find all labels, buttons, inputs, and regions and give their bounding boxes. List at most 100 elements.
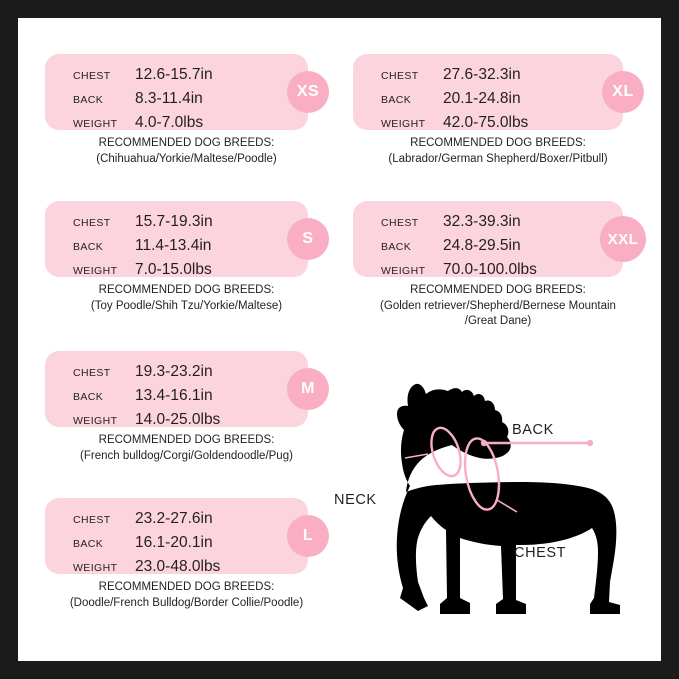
- back-label: BACK: [73, 241, 104, 253]
- chest-value: 27.6-32.3in: [443, 66, 521, 83]
- back-label: BACK: [73, 538, 104, 550]
- size-panel-xs: CHEST 12.6-15.7in BACK 8.3-11.4in WEIGHT…: [45, 54, 329, 131]
- neck-label: NECK: [334, 492, 377, 508]
- chest-row: CHEST 15.7-19.3in: [73, 210, 308, 234]
- back-row: BACK 13.4-16.1in: [73, 384, 308, 408]
- breeds-xxl: RECOMMENDED DOG BREEDS: (Golden retrieve…: [353, 283, 643, 330]
- chest-label: CHEST: [73, 514, 111, 526]
- back-value: 13.4-16.1in: [135, 387, 213, 404]
- neck-leader-line: [404, 453, 429, 459]
- chest-label: CHEST: [381, 70, 419, 82]
- breeds-line: (Golden retriever/Shepherd/Bernese Mount…: [380, 299, 616, 312]
- back-value: 11.4-13.4in: [135, 237, 212, 254]
- weight-row: WEIGHT 7.0-15.0lbs: [73, 258, 308, 282]
- size-entry-xs: CHEST 12.6-15.7in BACK 8.3-11.4in WEIGHT…: [45, 54, 329, 167]
- back-row: BACK 20.1-24.8in: [381, 87, 623, 111]
- back-row: BACK 24.8-29.5in: [381, 234, 623, 258]
- chest-row: CHEST 32.3-39.3in: [381, 210, 623, 234]
- weight-value: 14.0-25.0lbs: [135, 411, 221, 428]
- chest-value: 32.3-39.3in: [443, 213, 521, 230]
- breeds-line: /Great Dane): [464, 315, 532, 327]
- weight-label: WEIGHT: [73, 118, 118, 130]
- weight-value: 42.0-75.0lbs: [443, 114, 529, 131]
- breeds-heading: RECOMMENDED DOG BREEDS:: [98, 284, 275, 296]
- breeds-l: RECOMMENDED DOG BREEDS: (Doodle/French B…: [45, 580, 328, 611]
- chest-leader-line: [496, 499, 518, 513]
- back-value: 8.3-11.4in: [135, 90, 203, 107]
- size-badge-m: M: [287, 368, 329, 410]
- breeds-heading: RECOMMENDED DOG BREEDS:: [98, 581, 275, 593]
- chest-value: 12.6-15.7in: [135, 66, 213, 83]
- size-entry-xxl: CHEST 32.3-39.3in BACK 24.8-29.5in WEIGH…: [353, 201, 646, 330]
- back-label: BACK: [381, 94, 412, 106]
- size-entry-m: CHEST 19.3-23.2in BACK 13.4-16.1in WEIGH…: [45, 351, 329, 464]
- back-value: 20.1-24.8in: [443, 90, 521, 107]
- size-badge-l: L: [287, 515, 329, 557]
- chest-label: CHEST: [73, 70, 111, 82]
- breeds-heading: RECOMMENDED DOG BREEDS:: [410, 137, 586, 149]
- dog-measurement-diagram: BACK NECK CHEST: [334, 370, 652, 630]
- back-row: BACK 11.4-13.4in: [73, 234, 308, 258]
- weight-row: WEIGHT 70.0-100.0lbs: [381, 258, 623, 282]
- size-panel-xl: CHEST 27.6-32.3in BACK 20.1-24.8in WEIGH…: [353, 54, 644, 131]
- weight-value: 7.0-15.0lbs: [135, 261, 212, 278]
- size-badge-s: S: [287, 218, 329, 260]
- chest-value: 19.3-23.2in: [135, 363, 213, 380]
- back-label: BACK: [512, 422, 554, 438]
- weight-value: 70.0-100.0lbs: [443, 261, 537, 278]
- breeds-s: RECOMMENDED DOG BREEDS: (Toy Poodle/Shih…: [45, 283, 328, 314]
- weight-label: WEIGHT: [381, 265, 426, 277]
- weight-label: WEIGHT: [73, 562, 118, 574]
- breeds-line: (French bulldog/Corgi/Goldendoodle/Pug): [80, 449, 293, 462]
- size-badge-xs: XS: [287, 71, 329, 113]
- chest-value: 15.7-19.3in: [135, 213, 213, 230]
- weight-value: 23.0-48.0lbs: [135, 558, 221, 575]
- weight-value: 4.0-7.0lbs: [135, 114, 204, 131]
- breeds-line: (Doodle/French Bulldog/Border Collie/Poo…: [69, 596, 304, 609]
- back-measure-end-dot: [586, 439, 594, 447]
- size-badge-xl: XL: [602, 71, 644, 113]
- back-label: BACK: [73, 94, 104, 106]
- size-chart-card: CHEST 12.6-15.7in BACK 8.3-11.4in WEIGHT…: [18, 18, 661, 661]
- back-value: 24.8-29.5in: [443, 237, 521, 254]
- size-panel-m: CHEST 19.3-23.2in BACK 13.4-16.1in WEIGH…: [45, 351, 329, 428]
- chest-row: CHEST 19.3-23.2in: [73, 360, 308, 384]
- size-entry-l: CHEST 23.2-27.6in BACK 16.1-20.1in WEIGH…: [45, 498, 329, 611]
- breeds-xl: RECOMMENDED DOG BREEDS: (Labrador/German…: [353, 136, 643, 167]
- back-value: 16.1-20.1in: [135, 534, 213, 551]
- chest-label: CHEST: [381, 217, 419, 229]
- breeds-xs: RECOMMENDED DOG BREEDS: (Chihuahua/Yorki…: [45, 136, 328, 167]
- size-entry-s: CHEST 15.7-19.3in BACK 11.4-13.4in WEIGH…: [45, 201, 329, 314]
- chest-label: CHEST: [73, 367, 111, 379]
- weight-row: WEIGHT 23.0-48.0lbs: [73, 555, 308, 579]
- dog-silhouette-icon: [396, 383, 620, 614]
- size-entry-xl: CHEST 27.6-32.3in BACK 20.1-24.8in WEIGH…: [353, 54, 644, 167]
- weight-label: WEIGHT: [73, 415, 118, 427]
- breeds-line: (Labrador/German Shepherd/Boxer/Pitbull): [388, 152, 608, 165]
- back-label: BACK: [73, 391, 104, 403]
- chest-label: CHEST: [73, 217, 111, 229]
- breeds-line: (Chihuahua/Yorkie/Maltese/Poodle): [96, 152, 277, 165]
- weight-row: WEIGHT 14.0-25.0lbs: [73, 408, 308, 432]
- neck-measure-loop: [430, 426, 462, 478]
- breeds-heading: RECOMMENDED DOG BREEDS:: [98, 137, 275, 149]
- chest-value: 23.2-27.6in: [135, 510, 213, 527]
- chest-row: CHEST 27.6-32.3in: [381, 63, 623, 87]
- breeds-line: (Toy Poodle/Shih Tzu/Yorkie/Maltese): [90, 299, 283, 312]
- chest-label: CHEST: [514, 545, 567, 561]
- back-row: BACK 8.3-11.4in: [73, 87, 308, 111]
- weight-label: WEIGHT: [73, 265, 118, 277]
- weight-label: WEIGHT: [381, 118, 426, 130]
- size-panel-xxl: CHEST 32.3-39.3in BACK 24.8-29.5in WEIGH…: [353, 201, 646, 278]
- size-panel-l: CHEST 23.2-27.6in BACK 16.1-20.1in WEIGH…: [45, 498, 329, 575]
- back-row: BACK 16.1-20.1in: [73, 531, 308, 555]
- weight-row: WEIGHT 42.0-75.0lbs: [381, 111, 623, 135]
- breeds-heading: RECOMMENDED DOG BREEDS:: [98, 434, 275, 446]
- chest-row: CHEST 23.2-27.6in: [73, 507, 308, 531]
- breeds-heading: RECOMMENDED DOG BREEDS:: [410, 284, 586, 296]
- chest-measure-loop: [463, 437, 501, 511]
- weight-row: WEIGHT 4.0-7.0lbs: [73, 111, 308, 135]
- chest-row: CHEST 12.6-15.7in: [73, 63, 308, 87]
- breeds-m: RECOMMENDED DOG BREEDS: (French bulldog/…: [45, 433, 328, 464]
